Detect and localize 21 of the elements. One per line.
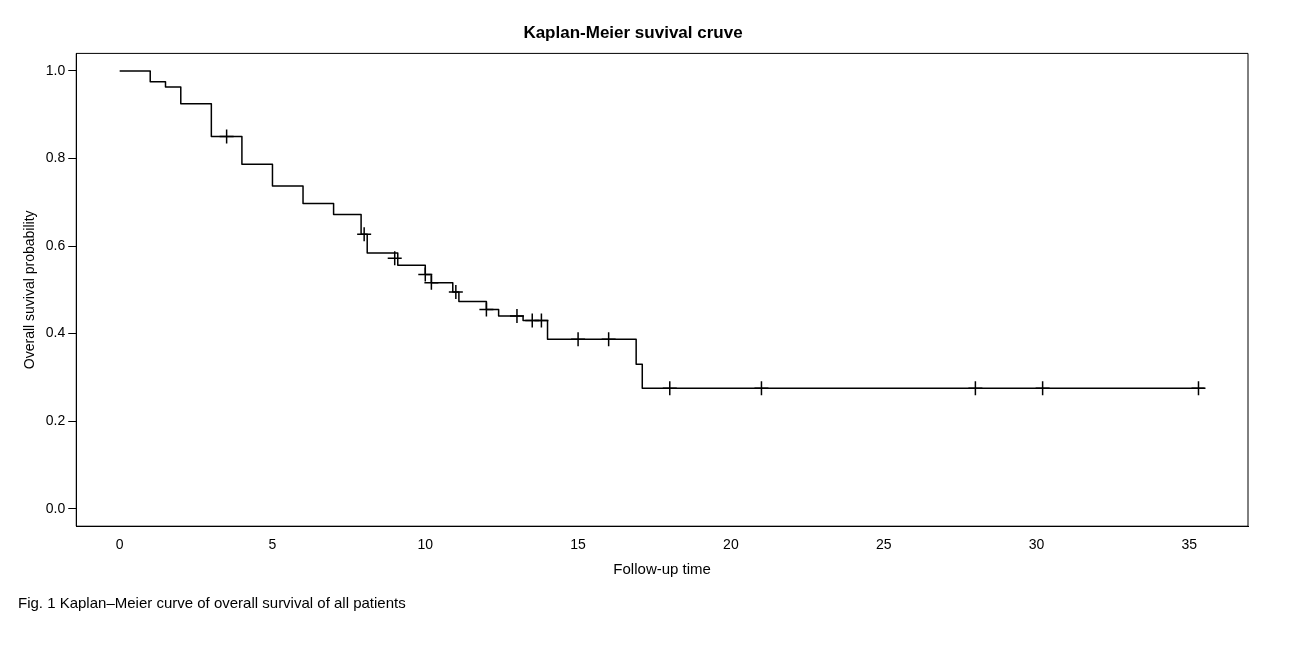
point <box>448 284 464 300</box>
x-axis-title: Follow-up time <box>613 560 711 578</box>
x-tick-label: 0 <box>115 536 124 553</box>
x-tick-label: 20 <box>723 536 739 553</box>
y-axis-title: Overall suvival probability <box>21 210 38 370</box>
y-tick-label: 0.6 <box>45 236 66 253</box>
x-tick-label: 5 <box>268 536 277 553</box>
y-tick-label: 0.4 <box>45 324 66 341</box>
point <box>356 226 372 242</box>
y-tick-label: 1.0 <box>45 61 66 78</box>
x-tick-label: 15 <box>570 536 587 553</box>
point <box>386 250 403 267</box>
x-tick-label: 10 <box>417 536 434 553</box>
x-tick-label: 30 <box>1028 536 1045 553</box>
y-tick-label: 0.8 <box>45 149 66 166</box>
chart-title: Kaplan-Meier suvival cruve <box>523 22 743 42</box>
y-tick-label: 0.2 <box>45 411 66 428</box>
caption: Fig. 1 Kaplan–Meier curve of overall survival of all patients <box>17 593 407 613</box>
x-tick-label: 25 <box>875 536 892 553</box>
x-tick-label: 35 <box>1181 536 1198 553</box>
y-tick-label: 0.0 <box>45 499 66 516</box>
